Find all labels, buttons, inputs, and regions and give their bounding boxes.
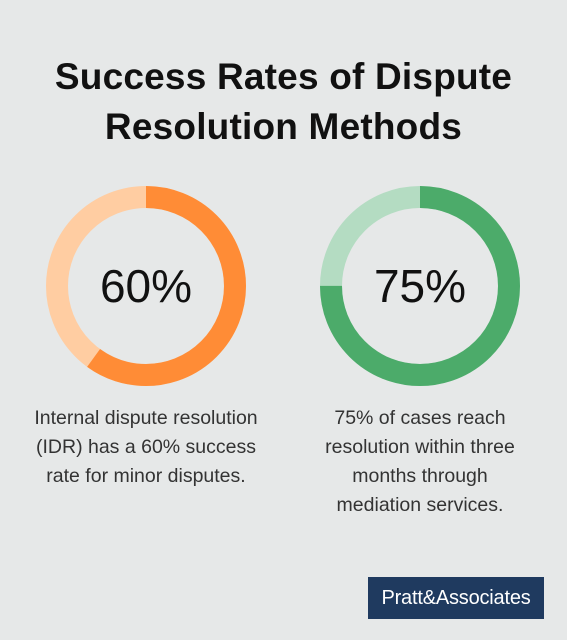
page-title: Success Rates of Dispute Resolution Meth…: [0, 52, 567, 152]
caption-mediation-line-1: 75% of cases reach: [334, 407, 506, 429]
donut-filled-mediation: [320, 186, 520, 386]
donut-filled-idr: [46, 186, 246, 386]
caption-mediation: 75% of cases reach resolution within thr…: [280, 404, 560, 520]
donut-svg-mediation: [320, 186, 520, 386]
donut-chart-idr: 60%: [46, 186, 246, 386]
caption-idr: Internal dispute resolution (IDR) has a …: [6, 404, 286, 491]
caption-mediation-line-3: months through: [352, 465, 488, 487]
caption-mediation-line-2: resolution within three: [325, 436, 515, 458]
donut-value-mediation: 75%: [373, 260, 467, 312]
title-line-1: Success Rates of Dispute: [54, 56, 513, 97]
caption-mediation-line-4: mediation services.: [336, 494, 504, 516]
caption-idr-line-1: Internal dispute resolution: [34, 407, 258, 429]
caption-idr-line-2: (IDR) has a 60% success: [36, 436, 256, 458]
donut-chart-mediation: 75%: [320, 186, 520, 386]
caption-idr-line-3: rate for minor disputes.: [46, 465, 246, 487]
title-line-2: Resolution Methods: [104, 106, 463, 147]
donut-value-idr: 60%: [99, 260, 193, 312]
brand-logo: Pratt&Associates: [368, 577, 544, 619]
donut-svg-idr: [46, 186, 246, 386]
